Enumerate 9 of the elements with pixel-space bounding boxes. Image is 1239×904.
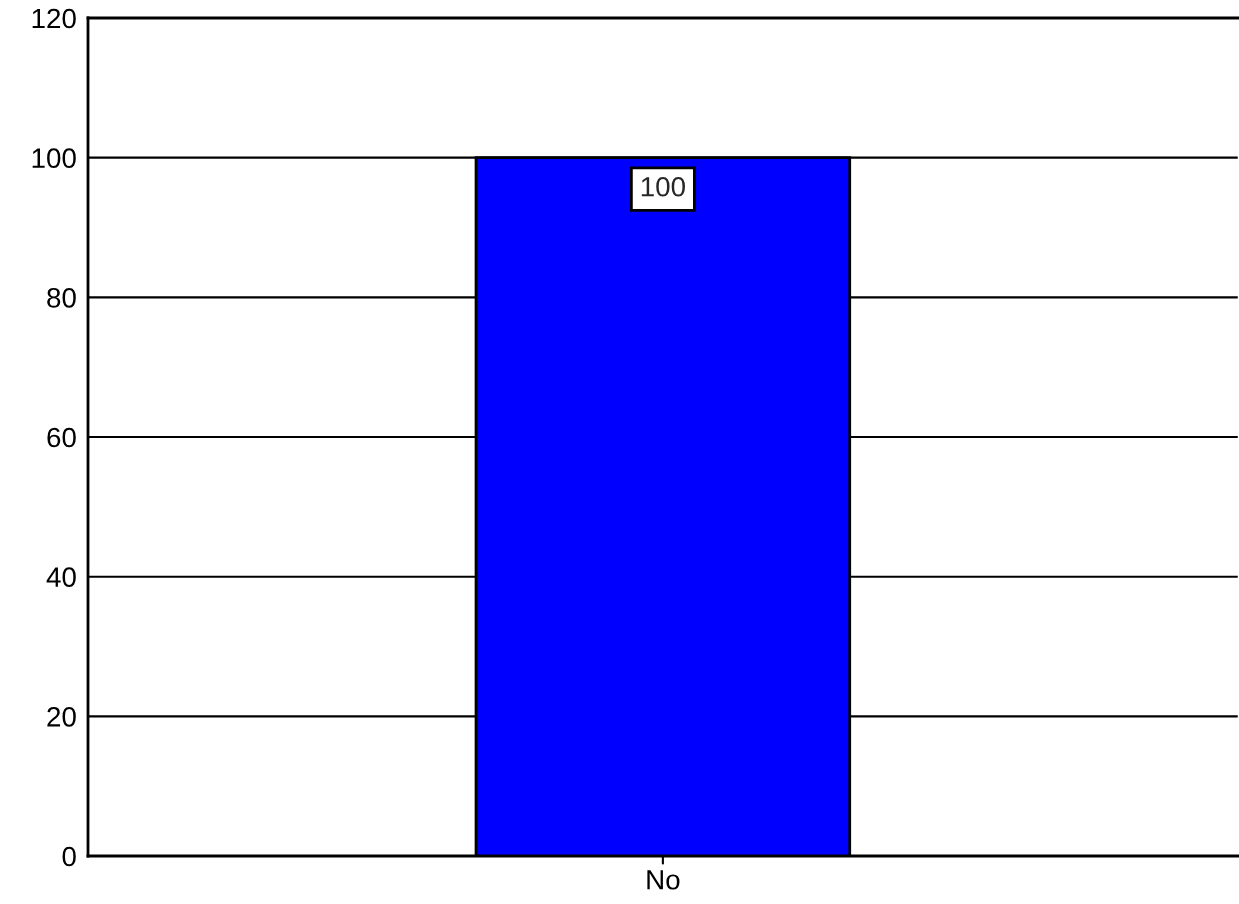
x-tick-label: No	[647, 870, 680, 890]
data-label: 100	[641, 176, 685, 197]
y-tick-label: 100	[32, 148, 76, 169]
y-tick-label: 20	[47, 707, 76, 727]
y-tick-label: 0	[62, 846, 76, 867]
y-tick-label: 80	[47, 288, 76, 308]
y-tick-label: 120	[32, 8, 76, 29]
y-tick-label: 60	[47, 427, 76, 448]
y-tick-label: 40	[46, 567, 76, 588]
